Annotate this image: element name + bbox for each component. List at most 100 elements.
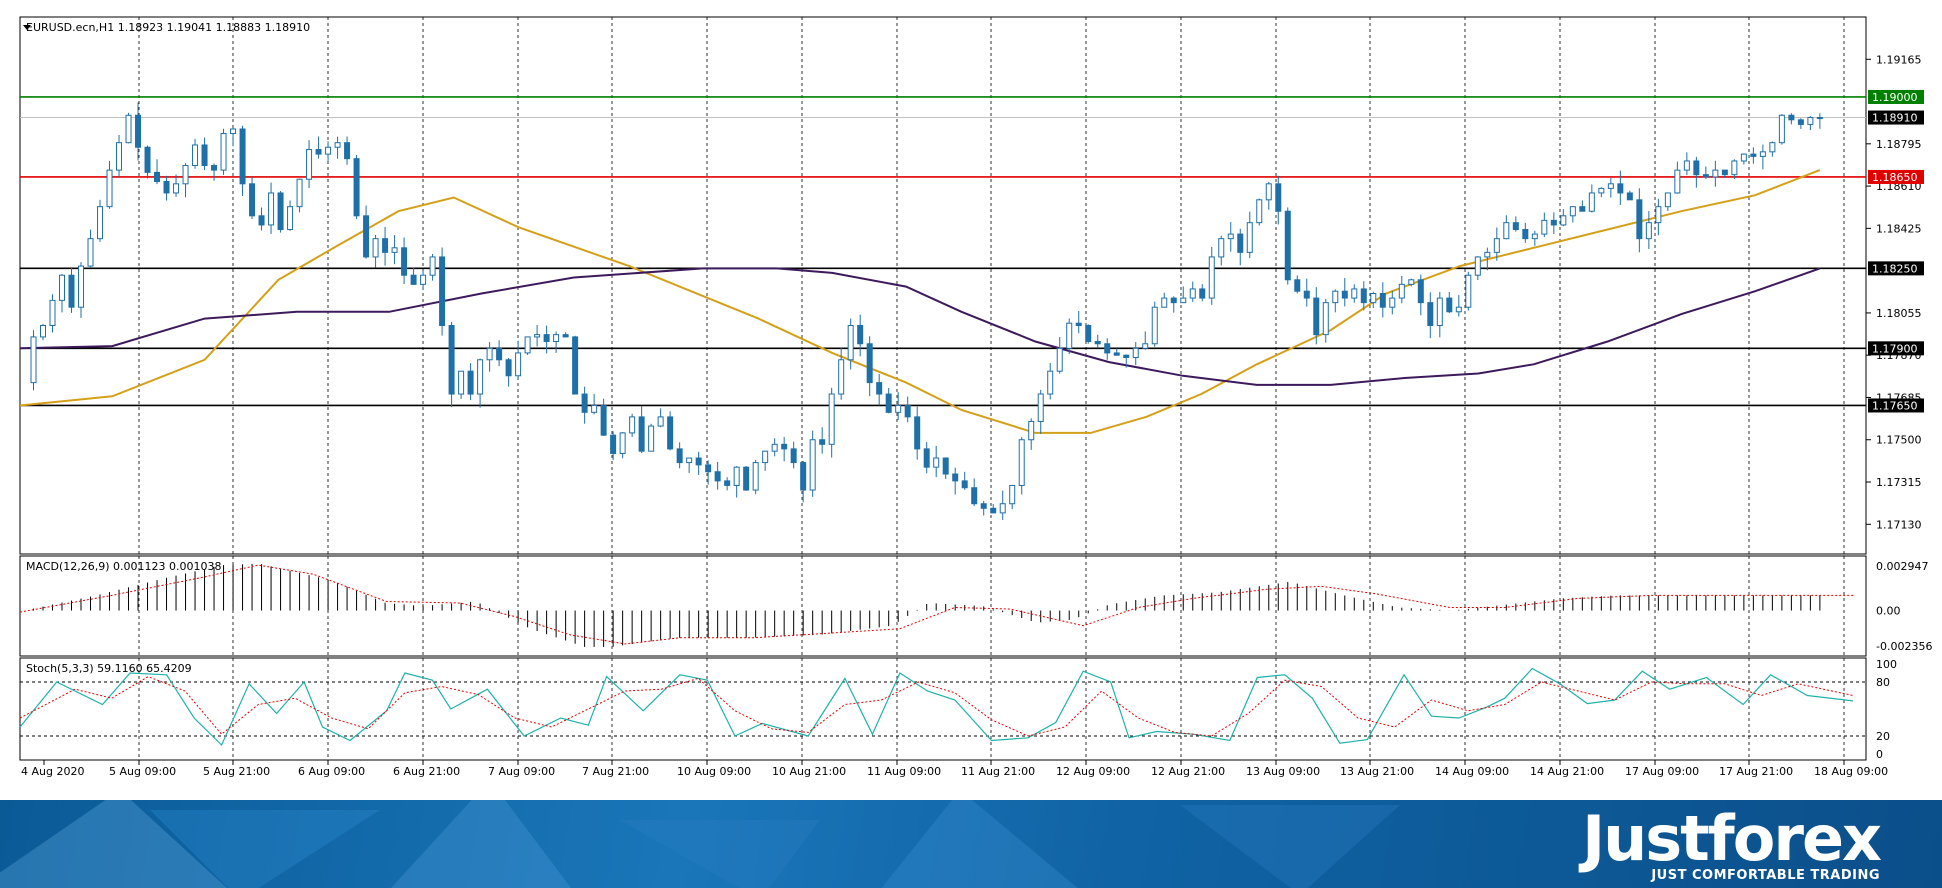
candle-body xyxy=(382,238,389,253)
candle-body xyxy=(1740,153,1747,162)
level-price-label: 1.18650 xyxy=(1872,171,1918,184)
candle-body xyxy=(1018,439,1025,486)
level-price-label: 1.17650 xyxy=(1872,399,1918,412)
candle-body xyxy=(733,466,740,486)
time-tick-label: 6 Aug 21:00 xyxy=(393,765,460,778)
candle-body xyxy=(1807,117,1814,125)
time-tick-label: 14 Aug 09:00 xyxy=(1435,765,1509,778)
fast-moving-average-line xyxy=(19,169,1821,434)
candle-body xyxy=(1655,206,1662,224)
stoch-tick-label: 100 xyxy=(1876,658,1897,671)
candle-body xyxy=(173,183,180,194)
candle-body xyxy=(1522,229,1529,240)
candle-body xyxy=(239,128,246,185)
time-tick-label: 7 Aug 09:00 xyxy=(488,765,555,778)
macd-panel: 0.002947 0.00 -0.002356 MACD(12,26,9) 0.00… xyxy=(19,555,1932,657)
candle-body xyxy=(999,503,1006,514)
candle-body xyxy=(1702,174,1709,178)
candle-body xyxy=(1598,187,1605,194)
time-tick-label: 5 Aug 09:00 xyxy=(109,765,176,778)
price-tick-label: 1.19165 xyxy=(1876,53,1922,66)
candle-body xyxy=(144,146,151,173)
candle-body xyxy=(1797,119,1804,125)
time-tick-label: 14 Aug 21:00 xyxy=(1530,765,1604,778)
candle-body xyxy=(467,370,474,395)
candle-body xyxy=(296,178,303,208)
candle-body xyxy=(1465,274,1472,308)
candle-body xyxy=(1626,192,1633,201)
time-tick-label: 12 Aug 09:00 xyxy=(1056,765,1130,778)
level-price-tag xyxy=(1868,341,1924,356)
level-price-tag xyxy=(1868,398,1924,413)
candle-body xyxy=(705,464,712,473)
candle-body xyxy=(1550,219,1557,226)
candle-body xyxy=(714,471,721,482)
candle-body xyxy=(676,448,683,464)
candle-body xyxy=(629,416,636,434)
candle-body xyxy=(1161,297,1168,308)
last-price-label: 1.18910 xyxy=(1872,112,1918,125)
candle-body xyxy=(1759,151,1766,157)
candle-body xyxy=(524,336,531,354)
candle-body xyxy=(59,274,66,301)
time-tick-label: 13 Aug 09:00 xyxy=(1246,765,1320,778)
level-price-tag xyxy=(1868,261,1924,276)
candle-body xyxy=(1009,484,1016,505)
candle-body xyxy=(923,448,930,468)
candle-body xyxy=(363,215,370,258)
candle-body xyxy=(1712,169,1719,178)
candle-body xyxy=(410,274,417,285)
candle-body xyxy=(401,247,408,276)
candle-body xyxy=(1047,370,1054,395)
candle-body xyxy=(876,382,883,395)
candle-body xyxy=(315,149,322,155)
candle-body xyxy=(211,165,218,171)
candle-body xyxy=(201,144,208,167)
price-tick-label: 1.17500 xyxy=(1876,434,1922,447)
candle-body xyxy=(771,443,778,452)
candle-body xyxy=(1066,322,1073,349)
candle-body xyxy=(505,359,512,377)
candle-body xyxy=(306,149,313,180)
candle-body xyxy=(1503,222,1510,240)
candle-body xyxy=(800,462,807,491)
price-tick-label: 1.18055 xyxy=(1876,307,1922,320)
candle-body xyxy=(1151,306,1158,345)
candle-body xyxy=(1208,256,1215,299)
candle-body xyxy=(106,169,113,208)
candle-body xyxy=(163,181,170,194)
price-tick-label: 1.17130 xyxy=(1876,518,1922,531)
candle-body xyxy=(1560,215,1567,226)
candle-body xyxy=(553,334,560,342)
candle-body xyxy=(743,466,750,491)
stoch-tick-label: 80 xyxy=(1876,676,1890,689)
candle-body xyxy=(724,480,731,486)
candle-body xyxy=(1370,292,1377,304)
price-tick-label: 1.18425 xyxy=(1876,222,1922,235)
candle-body xyxy=(1731,160,1738,176)
candle-body xyxy=(1313,297,1320,336)
macd-tick-label: -0.002356 xyxy=(1876,640,1932,653)
candle-body xyxy=(572,336,579,395)
candle-body xyxy=(638,416,645,452)
candle-body xyxy=(1142,343,1149,349)
candle-body xyxy=(1379,292,1386,308)
candle-body xyxy=(1664,192,1671,208)
candle-body xyxy=(154,171,161,183)
macd-signal-line xyxy=(19,564,1854,645)
dropdown-triangle-icon[interactable] xyxy=(23,25,31,30)
level-price-label: 1.19000 xyxy=(1872,91,1918,104)
candle-body xyxy=(1132,347,1139,358)
candle-body xyxy=(97,206,104,240)
time-tick-label: 17 Aug 09:00 xyxy=(1625,765,1699,778)
candle-body xyxy=(249,183,256,217)
candle-body xyxy=(942,457,949,475)
candle-body xyxy=(1683,160,1690,171)
candle-body xyxy=(952,473,959,482)
time-axis: 4 Aug 2020 5 Aug 09:00 5 Aug 21:00 6 Aug 09… xyxy=(21,760,1888,778)
candle-body xyxy=(838,359,845,395)
candle-body xyxy=(1512,222,1519,231)
candle-body xyxy=(1037,393,1044,422)
level-price-tag xyxy=(1868,89,1924,104)
candle-body xyxy=(135,114,142,148)
